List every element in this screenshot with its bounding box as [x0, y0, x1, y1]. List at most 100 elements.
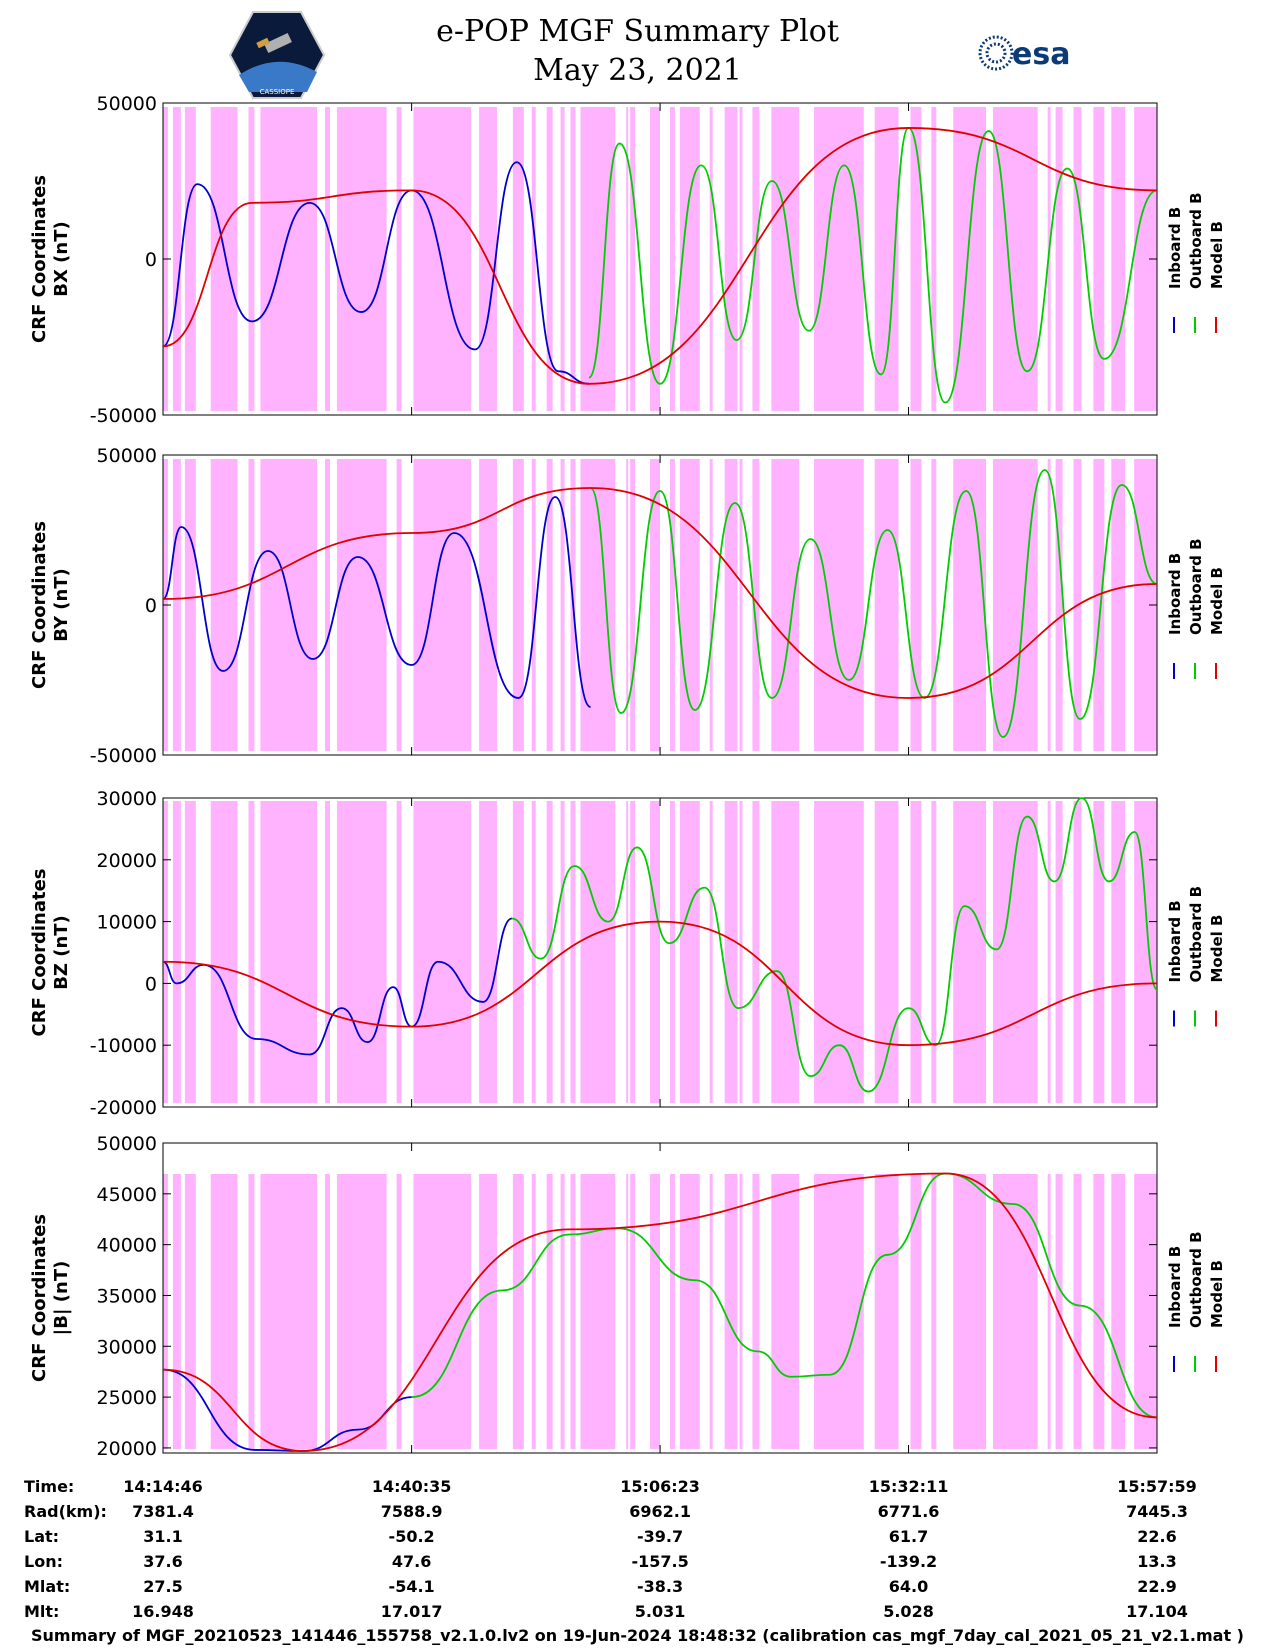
background-band	[626, 1174, 629, 1449]
background-band	[1047, 459, 1051, 751]
info-cell: 5.031	[634, 1602, 686, 1621]
background-band	[560, 107, 565, 411]
background-band	[1047, 801, 1051, 1103]
y-tick-label: 50000	[97, 1133, 157, 1155]
background-band	[679, 459, 700, 751]
background-band	[752, 1174, 760, 1449]
background-band	[910, 1174, 922, 1449]
info-cell: 17.017	[380, 1602, 443, 1621]
background-band	[630, 107, 636, 411]
background-band	[210, 107, 238, 411]
background-band	[771, 1174, 800, 1449]
y-tick-label: 30000	[97, 1336, 157, 1358]
info-cell: -54.1	[388, 1577, 435, 1596]
info-cell: 15:57:59	[1117, 1477, 1197, 1496]
y-axis-label-line: BZ (nT)	[51, 915, 72, 990]
y-axis-label-line: |B| (nT)	[51, 1261, 72, 1336]
background-band	[396, 107, 402, 411]
background-band	[260, 801, 318, 1103]
y-tick-label: 40000	[97, 1235, 157, 1257]
info-row-label: Rad(km):	[24, 1502, 107, 1521]
series-line-outboard-b	[588, 127, 1158, 404]
background-band	[630, 459, 636, 751]
background-band	[163, 1174, 168, 1449]
background-band	[512, 1174, 524, 1449]
legend-label: Model B	[1208, 915, 1226, 983]
series-line-model-b	[162, 487, 1158, 699]
info-cell: -50.2	[388, 1527, 435, 1546]
background-band	[709, 801, 713, 1103]
background-band	[1055, 801, 1063, 1103]
chart-title: e-POP MGF Summary Plot	[436, 14, 839, 49]
background-band	[531, 107, 536, 411]
background-band	[992, 801, 1038, 1103]
background-band	[1093, 1174, 1105, 1449]
background-band	[163, 801, 168, 1103]
background-band	[931, 107, 937, 411]
background-band	[172, 1174, 181, 1449]
y-tick-label: 50000	[97, 93, 157, 115]
background-band	[630, 1174, 636, 1449]
background-band	[992, 459, 1038, 751]
y-axis-label-line: BY (nT)	[51, 568, 72, 642]
legend-label: Outboard B	[1187, 886, 1205, 983]
background-band	[570, 801, 576, 1103]
info-cell: 64.0	[888, 1577, 929, 1596]
background-band	[739, 1174, 743, 1449]
background-band	[479, 801, 497, 1103]
y-tick-label: 0	[145, 973, 157, 995]
legend-label: Model B	[1208, 567, 1226, 635]
background-band	[650, 1174, 660, 1449]
info-cell: 61.7	[888, 1527, 929, 1546]
background-band	[1093, 107, 1105, 411]
background-band	[184, 107, 196, 411]
info-cell: -157.5	[631, 1552, 689, 1571]
info-cell: 6771.6	[877, 1502, 940, 1521]
background-band	[546, 459, 553, 751]
background-band	[1111, 459, 1126, 751]
background-band	[260, 107, 318, 411]
background-band	[210, 1174, 238, 1449]
info-cell: 17.104	[1126, 1602, 1188, 1621]
background-band	[1055, 107, 1063, 411]
background-band	[580, 459, 616, 751]
background-band	[570, 1174, 576, 1449]
y-axis-label-line: CRF Coordinates	[29, 521, 50, 689]
y-tick-label: -50000	[90, 405, 157, 427]
background-band	[953, 801, 987, 1103]
background-band	[669, 459, 675, 751]
info-row-label: Lon:	[24, 1552, 63, 1571]
background-band	[709, 459, 713, 751]
background-band	[650, 459, 660, 751]
y-axis-label-BY: CRF CoordinatesBY (nT)	[29, 521, 72, 689]
background-band	[413, 459, 472, 751]
background-band	[336, 1174, 387, 1449]
background-band	[260, 459, 318, 751]
background-band	[479, 459, 497, 751]
info-cell: 15:32:11	[868, 1477, 949, 1496]
background-band	[1111, 801, 1126, 1103]
background-band	[910, 801, 922, 1103]
background-band	[752, 107, 760, 411]
y-axis-label-line: CRF Coordinates	[29, 175, 50, 343]
background-band	[413, 107, 472, 411]
background-band	[874, 1174, 899, 1449]
background-band	[336, 107, 387, 411]
background-band	[413, 801, 472, 1103]
info-cell: -38.3	[637, 1577, 684, 1596]
background-band	[1055, 459, 1063, 751]
background-band	[992, 1174, 1038, 1449]
background-band	[396, 459, 402, 751]
background-band	[953, 459, 987, 751]
y-tick-label: 50000	[97, 445, 157, 467]
background-band	[248, 107, 255, 411]
background-band	[679, 107, 700, 411]
background-band	[580, 107, 616, 411]
background-band	[650, 801, 660, 1103]
series-line-outboard-b	[589, 469, 1158, 738]
background-band	[479, 1174, 497, 1449]
background-band	[560, 1174, 565, 1449]
background-band	[1093, 801, 1105, 1103]
info-cell: 7381.4	[132, 1502, 194, 1521]
y-tick-label: 30000	[97, 788, 157, 810]
